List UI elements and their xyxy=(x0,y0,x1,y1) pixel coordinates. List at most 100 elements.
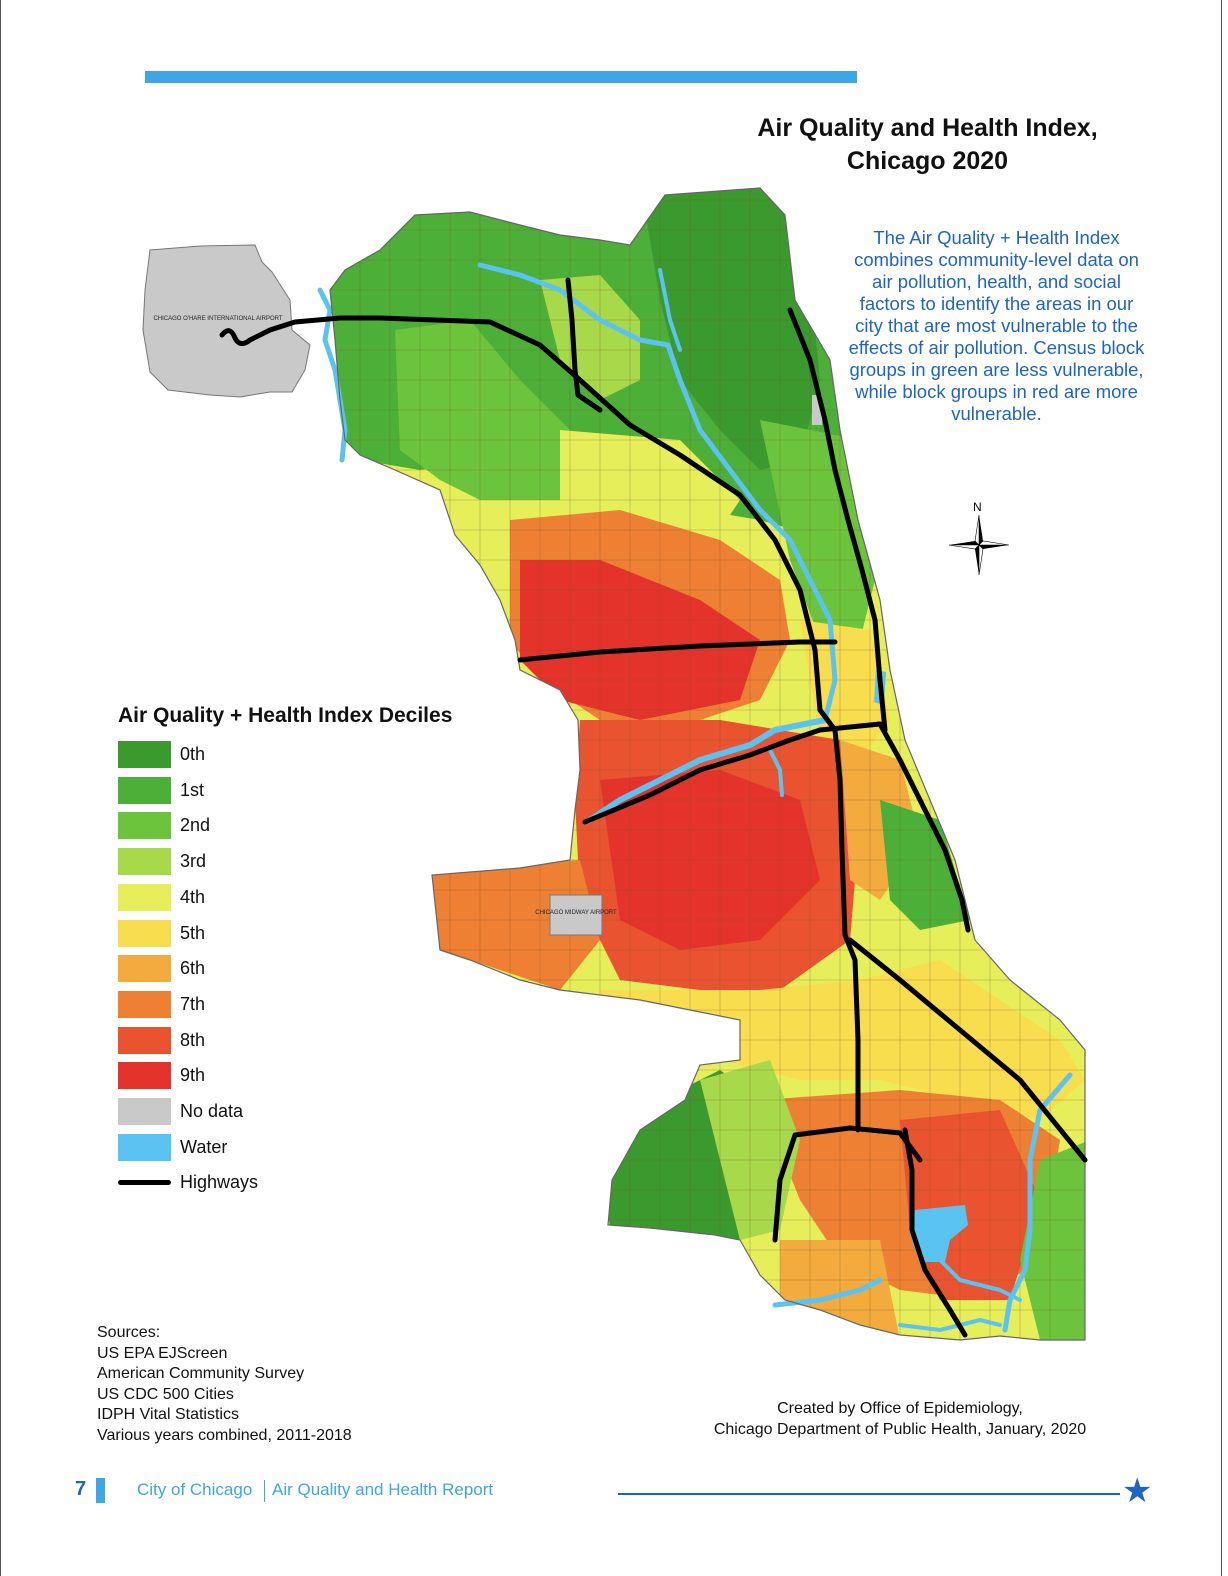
legend-item: 7th xyxy=(118,990,206,1018)
legend-item: 2nd xyxy=(118,812,211,840)
waterways xyxy=(317,262,1073,1333)
legend-label: Water xyxy=(180,1136,228,1157)
zone-beverly-decile-3 xyxy=(700,1060,800,1240)
midway-airport-label: CHICAGO MIDWAY AIRPORT xyxy=(535,910,617,916)
legend-swatch xyxy=(118,741,171,768)
legend-item-highways: Highways xyxy=(118,1169,258,1196)
zone-south-decile-5 xyxy=(600,960,1085,1120)
ohare-airport-label: CHICAGO O'HARE INTERNATIONAL AIRPORT xyxy=(153,316,282,322)
legend-label: 6th xyxy=(180,958,206,979)
footer-report-title: Air Quality and Health Report xyxy=(272,1480,494,1499)
bishop-ford-freeway xyxy=(902,1127,968,1338)
map-title: Air Quality and Health Index, Chicago 20… xyxy=(700,112,1155,178)
legend-label: 0th xyxy=(180,744,206,764)
map-description: The Air Quality + Health Index combines … xyxy=(848,227,1145,424)
calumet-river xyxy=(1002,1072,1073,1333)
sources-heading: Sources: xyxy=(97,1324,161,1341)
zone-hydepark-decile-1 xyxy=(880,800,970,930)
map-title-line1: Air Quality and Health Index, xyxy=(757,114,1098,142)
legend-label: 9th xyxy=(180,1065,206,1086)
zone-westside-decile-9 xyxy=(520,560,760,720)
legend-label: 5th xyxy=(180,922,206,943)
eisenhower-expressway xyxy=(517,639,838,663)
legend-swatch-highways xyxy=(118,1180,171,1186)
legend-item: 0th xyxy=(118,741,205,768)
source-item: US CDC 500 Cities xyxy=(97,1385,234,1403)
legend-label: 4th xyxy=(180,886,206,907)
midway-no-data-area xyxy=(549,894,603,936)
lake-calumet xyxy=(912,1205,968,1262)
edens-expressway xyxy=(565,277,603,413)
legend-item: 5th xyxy=(118,919,206,947)
lake-calumet-channel xyxy=(938,1258,1022,1302)
skyway xyxy=(847,937,1088,1163)
legend-item: 8th xyxy=(118,1026,206,1054)
zone-midway-decile-7 xyxy=(432,860,600,990)
legend-swatch xyxy=(118,776,171,804)
map-title-line2: Chicago 2020 xyxy=(846,147,1009,175)
page-number: 7 xyxy=(75,1478,87,1500)
legend-swatch xyxy=(118,919,171,947)
legend-label: 3rd xyxy=(180,851,207,872)
legend-item: 9th xyxy=(118,1062,206,1090)
dan-ryan-expressway xyxy=(832,727,861,1133)
legend-label: No data xyxy=(180,1101,244,1121)
zone-southwest-decile-9 xyxy=(600,770,820,950)
highways xyxy=(219,277,1088,1338)
credit-line1: Created by Office of Epidemiology, xyxy=(777,1400,1023,1417)
south-branch-fork xyxy=(768,748,784,797)
footer-rule xyxy=(618,1493,1120,1495)
legend-item: Water xyxy=(118,1133,228,1161)
north-branch-river xyxy=(477,262,838,723)
sources-block: Sources: US EPA EJScreen American Commun… xyxy=(97,1323,352,1446)
stevenson-expressway xyxy=(582,721,883,825)
zone-southeast-decile-3 xyxy=(1020,1140,1085,1340)
city-boundary xyxy=(329,187,1086,1341)
legend-label: 7th xyxy=(180,993,206,1014)
legend-swatch xyxy=(118,1098,171,1125)
footer-separator xyxy=(264,1480,265,1502)
footer-city: City of Chicago xyxy=(137,1480,253,1499)
legend-item: No data xyxy=(118,1098,243,1125)
legend-swatch xyxy=(118,955,171,983)
lake-shore-drive-north xyxy=(787,307,888,733)
calumet-river-south xyxy=(772,1277,883,1308)
ohare-no-data-area xyxy=(142,244,311,398)
compass-rose xyxy=(948,514,1010,576)
north-shore-channel xyxy=(658,268,682,352)
source-item: IDPH Vital Statistics xyxy=(97,1406,239,1423)
legend-item: 6th xyxy=(118,955,206,983)
legend-label: 8th xyxy=(180,1029,206,1050)
legend-swatch xyxy=(118,883,171,911)
compass-north-label: N xyxy=(973,500,982,514)
footer-accent-bar xyxy=(96,1478,105,1503)
legend-item: 4th xyxy=(118,883,206,911)
lakefront-no-data-area xyxy=(812,395,822,425)
legend-swatch xyxy=(118,848,171,876)
legend-item: 3rd xyxy=(118,848,207,876)
kennedy-expressway xyxy=(219,315,838,733)
credit-line2: Chicago Department of Public Health, Jan… xyxy=(713,1420,1087,1438)
legend-label: 2nd xyxy=(180,815,211,836)
zone-northwest-decile-3 xyxy=(540,275,640,400)
credit-block: Created by Office of Epidemiology, Chica… xyxy=(690,1399,1110,1440)
legend-title: Air Quality + Health Index Deciles xyxy=(118,704,453,727)
des-plaines-river xyxy=(317,287,348,463)
i57-interchange xyxy=(772,1125,923,1243)
lake-shore-drive-south xyxy=(877,721,971,933)
legend-label: 1st xyxy=(180,779,205,800)
legend-swatch xyxy=(118,1133,171,1161)
star-icon: ★ xyxy=(1122,1472,1153,1510)
legend-swatch xyxy=(118,812,171,840)
legend-label: Highways xyxy=(180,1172,259,1193)
sanitary-ship-canal xyxy=(587,717,828,823)
zone-north-decile-0 xyxy=(640,188,820,470)
legend-swatch xyxy=(118,1026,171,1054)
source-item: US EPA EJScreen xyxy=(97,1344,228,1362)
source-item: Various years combined, 2011-2018 xyxy=(97,1426,352,1444)
header-accent-bar xyxy=(145,71,857,83)
legend-swatch xyxy=(118,990,171,1018)
legend-item: 1st xyxy=(118,776,205,804)
